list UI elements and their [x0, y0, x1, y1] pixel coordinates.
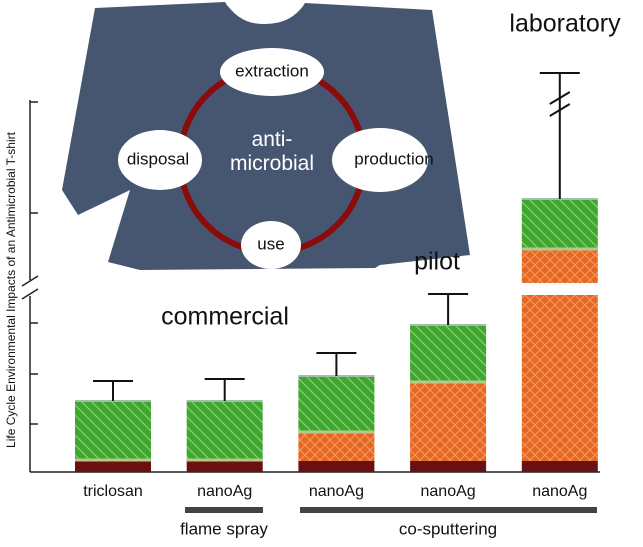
collar	[226, 1, 304, 21]
stage-bubble	[241, 221, 301, 269]
y-axis-label: Life Cycle Environmental Impacts of an A…	[4, 131, 18, 448]
bar-segment	[410, 461, 487, 472]
x-tick-label: nanoAg	[421, 483, 476, 500]
bar-segment	[410, 383, 487, 461]
stage-bubble	[118, 130, 202, 190]
x-tick-label: nanoAg	[197, 483, 252, 500]
bar-segment	[521, 199, 598, 250]
stage-label: use	[257, 234, 284, 253]
bar-break	[519, 283, 600, 295]
x-tick-label: triclosan	[83, 483, 143, 500]
annotation: laboratory	[509, 10, 621, 38]
bar-segment	[186, 401, 263, 461]
bar-segment	[75, 461, 151, 472]
bar-segment	[521, 461, 598, 472]
group-label: co-sputtering	[399, 519, 497, 538]
stage-label: production	[354, 149, 433, 168]
bar-segment	[521, 250, 598, 461]
t-shirt	[62, 2, 470, 270]
bar-segment	[298, 433, 375, 461]
error-break	[549, 103, 571, 117]
error-break	[549, 91, 571, 105]
x-tick-label: nanoAg	[309, 483, 364, 500]
annotation: pilot	[414, 248, 460, 276]
stage-label: disposal	[127, 149, 189, 168]
axis-break	[21, 288, 39, 300]
annotation: commercial	[161, 303, 289, 331]
bar-segment	[410, 325, 487, 383]
x-tick-label: nanoAg	[532, 483, 587, 500]
center-label: anti-microbial	[230, 128, 314, 175]
group-label: flame spray	[180, 519, 268, 538]
bar-segment	[75, 401, 151, 461]
axis-break	[21, 275, 39, 287]
bar-segment	[298, 461, 375, 472]
stage-bubble	[332, 128, 428, 192]
bar-segment	[186, 461, 263, 472]
stage-label: extraction	[235, 61, 309, 80]
bar-segment	[298, 376, 375, 433]
stage-bubble	[220, 48, 324, 96]
